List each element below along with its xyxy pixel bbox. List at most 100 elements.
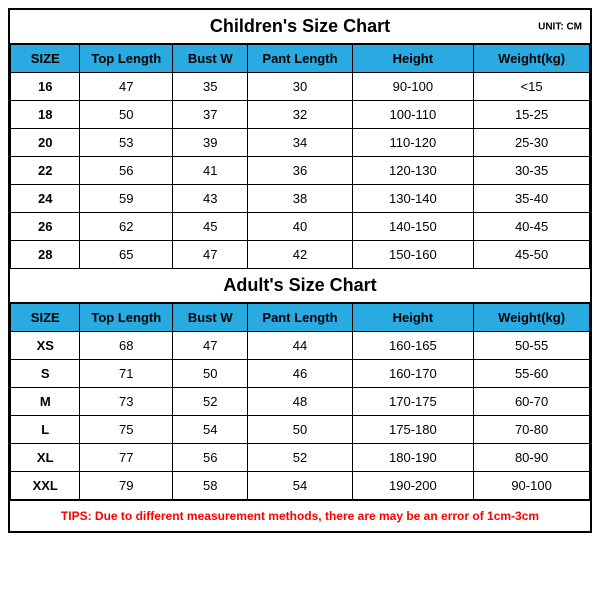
value-cell: 30 — [248, 73, 352, 101]
value-cell: 47 — [173, 332, 248, 360]
value-cell: 36 — [248, 157, 352, 185]
value-cell: 50 — [80, 101, 173, 129]
value-cell: 15-25 — [474, 101, 590, 129]
value-cell: 47 — [80, 73, 173, 101]
children-table-body: 1647353090-100<1518503732100-11015-25205… — [11, 73, 590, 269]
tips-note: TIPS: Due to different measurement metho… — [10, 500, 590, 531]
value-cell: 52 — [248, 444, 352, 472]
size-cell: M — [11, 388, 80, 416]
table-row: S715046160-17055-60 — [11, 360, 590, 388]
table-row: 18503732100-11015-25 — [11, 101, 590, 129]
value-cell: 54 — [173, 416, 248, 444]
value-cell: 90-100 — [474, 472, 590, 500]
column-header: Top Length — [80, 45, 173, 73]
children-title: Children's Size Chart — [210, 16, 390, 36]
value-cell: 34 — [248, 129, 352, 157]
adult-title: Adult's Size Chart — [223, 275, 376, 295]
column-header: Bust W — [173, 304, 248, 332]
table-row: 22564136120-13030-35 — [11, 157, 590, 185]
value-cell: 71 — [80, 360, 173, 388]
value-cell: 48 — [248, 388, 352, 416]
size-cell: 24 — [11, 185, 80, 213]
value-cell: 41 — [173, 157, 248, 185]
column-header: Top Length — [80, 304, 173, 332]
children-size-table: SIZETop LengthBust WPant LengthHeightWei… — [10, 44, 590, 269]
column-header: Pant Length — [248, 45, 352, 73]
children-title-row: Children's Size Chart UNIT: CM — [10, 10, 590, 44]
size-cell: 18 — [11, 101, 80, 129]
size-chart-container: Children's Size Chart UNIT: CM SIZETop L… — [8, 8, 592, 533]
value-cell: 55-60 — [474, 360, 590, 388]
size-cell: S — [11, 360, 80, 388]
value-cell: 35-40 — [474, 185, 590, 213]
value-cell: 37 — [173, 101, 248, 129]
table-row: 24594338130-14035-40 — [11, 185, 590, 213]
value-cell: 58 — [173, 472, 248, 500]
value-cell: 73 — [80, 388, 173, 416]
size-cell: 22 — [11, 157, 80, 185]
column-header: Pant Length — [248, 304, 352, 332]
value-cell: 80-90 — [474, 444, 590, 472]
size-cell: XL — [11, 444, 80, 472]
size-cell: L — [11, 416, 80, 444]
value-cell: 79 — [80, 472, 173, 500]
unit-label: UNIT: CM — [538, 21, 582, 32]
table-row: 1647353090-100<15 — [11, 73, 590, 101]
value-cell: 50-55 — [474, 332, 590, 360]
value-cell: 53 — [80, 129, 173, 157]
value-cell: 62 — [80, 213, 173, 241]
size-cell: 28 — [11, 241, 80, 269]
value-cell: 39 — [173, 129, 248, 157]
value-cell: 42 — [248, 241, 352, 269]
value-cell: 190-200 — [352, 472, 474, 500]
column-header: Weight(kg) — [474, 45, 590, 73]
table-row: 26624540140-15040-45 — [11, 213, 590, 241]
size-cell: XXL — [11, 472, 80, 500]
adult-title-row: Adult's Size Chart — [10, 269, 590, 303]
table-row: XS684744160-16550-55 — [11, 332, 590, 360]
value-cell: 160-165 — [352, 332, 474, 360]
value-cell: 44 — [248, 332, 352, 360]
value-cell: 56 — [173, 444, 248, 472]
column-header: Height — [352, 304, 474, 332]
value-cell: 52 — [173, 388, 248, 416]
size-cell: 26 — [11, 213, 80, 241]
children-table-header: SIZETop LengthBust WPant LengthHeightWei… — [11, 45, 590, 73]
value-cell: 160-170 — [352, 360, 474, 388]
table-row: 28654742150-16045-50 — [11, 241, 590, 269]
value-cell: 40-45 — [474, 213, 590, 241]
table-row: L755450175-18070-80 — [11, 416, 590, 444]
column-header: SIZE — [11, 304, 80, 332]
adult-table-header: SIZETop LengthBust WPant LengthHeightWei… — [11, 304, 590, 332]
value-cell: 50 — [173, 360, 248, 388]
table-row: 20533934110-12025-30 — [11, 129, 590, 157]
value-cell: 75 — [80, 416, 173, 444]
value-cell: 150-160 — [352, 241, 474, 269]
value-cell: 40 — [248, 213, 352, 241]
value-cell: 54 — [248, 472, 352, 500]
value-cell: 50 — [248, 416, 352, 444]
size-cell: XS — [11, 332, 80, 360]
value-cell: 68 — [80, 332, 173, 360]
value-cell: 59 — [80, 185, 173, 213]
value-cell: 120-130 — [352, 157, 474, 185]
value-cell: 46 — [248, 360, 352, 388]
value-cell: 100-110 — [352, 101, 474, 129]
adult-size-table: SIZETop LengthBust WPant LengthHeightWei… — [10, 303, 590, 500]
size-cell: 16 — [11, 73, 80, 101]
value-cell: 70-80 — [474, 416, 590, 444]
value-cell: 45-50 — [474, 241, 590, 269]
value-cell: 56 — [80, 157, 173, 185]
value-cell: 110-120 — [352, 129, 474, 157]
value-cell: 170-175 — [352, 388, 474, 416]
value-cell: 35 — [173, 73, 248, 101]
adult-table-body: XS684744160-16550-55S715046160-17055-60M… — [11, 332, 590, 500]
table-row: XXL795854190-20090-100 — [11, 472, 590, 500]
value-cell: 47 — [173, 241, 248, 269]
value-cell: 43 — [173, 185, 248, 213]
column-header: Height — [352, 45, 474, 73]
value-cell: 38 — [248, 185, 352, 213]
value-cell: 130-140 — [352, 185, 474, 213]
value-cell: 140-150 — [352, 213, 474, 241]
value-cell: 65 — [80, 241, 173, 269]
